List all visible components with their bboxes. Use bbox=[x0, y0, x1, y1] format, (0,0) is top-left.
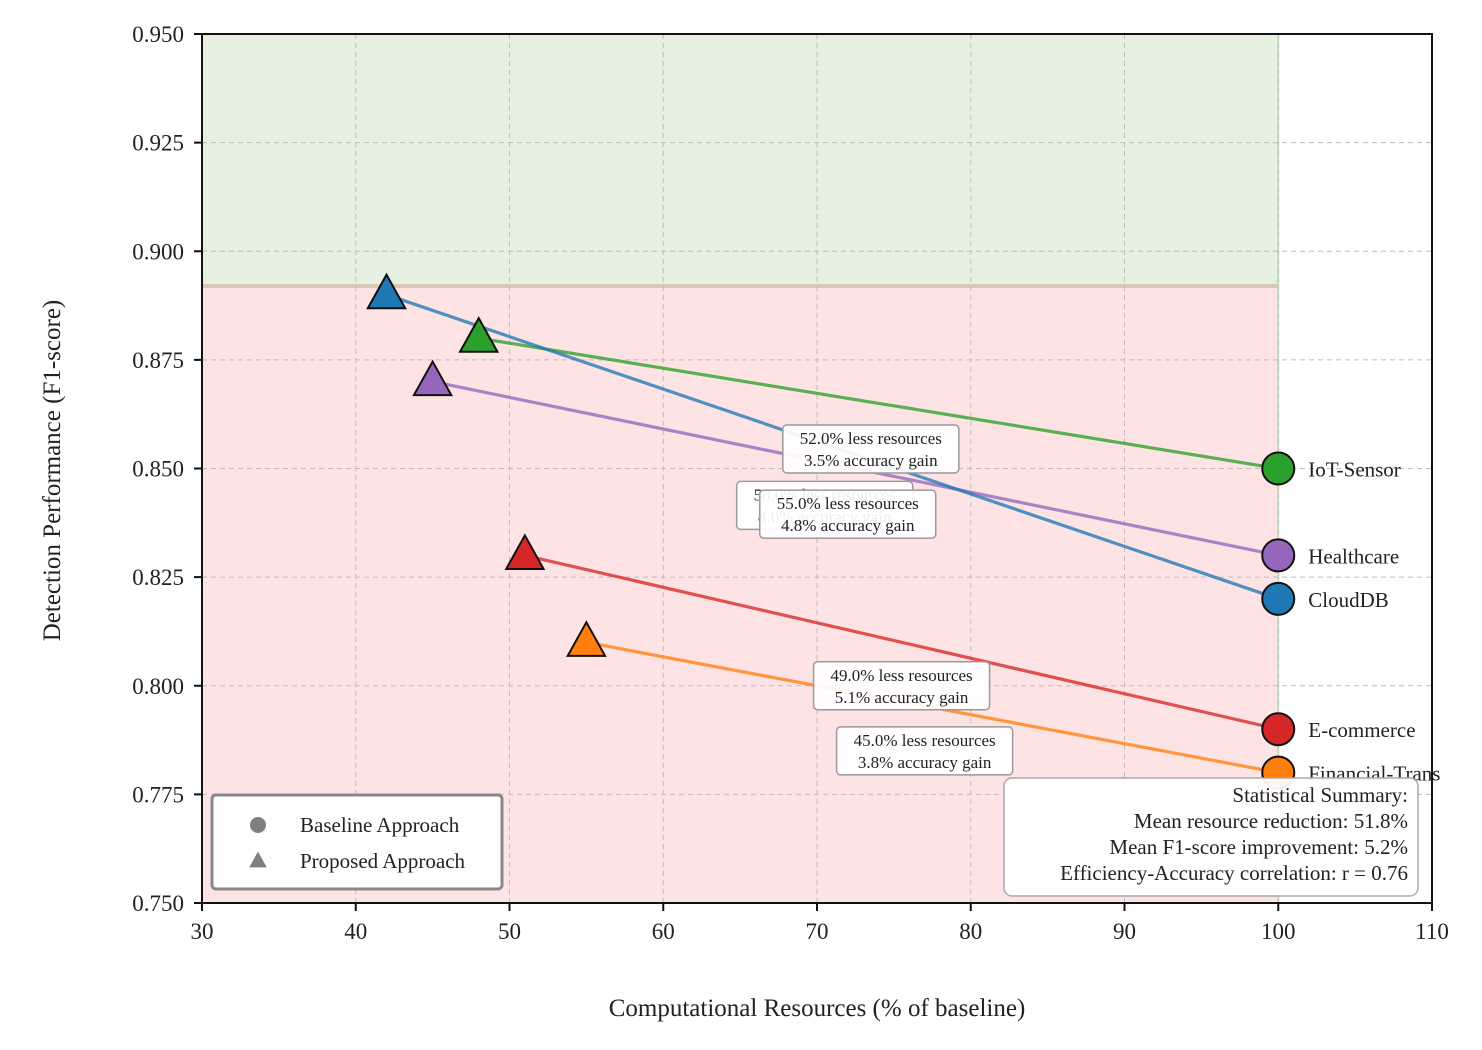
x-tick-label: 80 bbox=[959, 919, 982, 944]
y-axis-label: Detection Performance (F1-score) bbox=[39, 300, 66, 642]
annotation-text: 5.1% accuracy gain bbox=[835, 688, 969, 707]
legend-triangle-marker bbox=[249, 851, 267, 868]
proposed-marker-clouddb bbox=[366, 272, 407, 310]
annotation-box bbox=[759, 489, 937, 539]
series-labels: IoT-SensorHealthcareCloudDBE-commerceFin… bbox=[1308, 458, 1440, 786]
baseline-marker-e-commerce bbox=[1261, 712, 1296, 747]
x-tick-label: 90 bbox=[1113, 919, 1136, 944]
annotation-text: 3.5% accuracy gain bbox=[804, 451, 938, 470]
x-tick-label: 100 bbox=[1261, 919, 1296, 944]
x-axis-label: Computational Resources (% of baseline) bbox=[609, 995, 1026, 1022]
annotation-4: 45.0% less resources 3.8% accuracy gain bbox=[835, 726, 1014, 776]
x-tick-label: 60 bbox=[652, 919, 675, 944]
series-label-clouddb: CloudDB bbox=[1308, 588, 1389, 612]
proposed-marker-healthcare bbox=[412, 359, 454, 397]
y-tick-label: 0.750 bbox=[132, 891, 184, 916]
region-0 bbox=[202, 34, 1279, 287]
baseline-marker-clouddb bbox=[1261, 581, 1296, 616]
stats-line: Mean resource reduction: 51.8% bbox=[1134, 809, 1408, 833]
legend-box bbox=[210, 793, 504, 891]
annotation-text: 52.0% less resources bbox=[800, 429, 942, 448]
annotation-box bbox=[835, 726, 1014, 776]
y-tick-label: 0.950 bbox=[132, 22, 184, 47]
annotation-text: 49.0% less resources bbox=[831, 666, 973, 685]
series-line-iot-sensor bbox=[478, 336, 1279, 471]
y-tick-label: 0.850 bbox=[132, 457, 184, 482]
stats-line: Efficiency-Accuracy correlation: r = 0.7… bbox=[1060, 861, 1408, 885]
series-line-e-commerce bbox=[524, 553, 1279, 731]
y-tick-label: 0.800 bbox=[132, 674, 184, 699]
y-tick-label: 0.775 bbox=[132, 782, 184, 807]
proposed-marker-financial-trans bbox=[565, 620, 607, 657]
proposed-marker-iot-sensor bbox=[458, 316, 500, 353]
axis-ticks: 30 40 50 60 70 80 90 100 110 0.750 0.775 0.800 0.825… bbox=[132, 22, 1449, 944]
x-tick-label: 110 bbox=[1415, 919, 1449, 944]
stats-line: Statistical Summary: bbox=[1232, 783, 1408, 807]
stats-box: Statistical Summary:Mean resource reduct… bbox=[1003, 777, 1419, 897]
legend-label: Proposed Approach bbox=[300, 849, 466, 873]
x-tick-label: 70 bbox=[806, 919, 829, 944]
stats-line: Mean F1-score improvement: 5.2% bbox=[1109, 835, 1408, 859]
proposed-marker-e-commerce bbox=[504, 533, 546, 570]
series-label-iot-sensor: IoT-Sensor bbox=[1308, 458, 1401, 482]
legend: Baseline Approach Proposed Approach bbox=[210, 793, 504, 891]
annotation-text: 4.8% accuracy gain bbox=[781, 516, 915, 535]
y-tick-label: 0.900 bbox=[132, 239, 184, 264]
annotation-text: 3.8% accuracy gain bbox=[858, 753, 992, 772]
annotation-3: 49.0% less resources 5.1% accuracy gain bbox=[812, 661, 991, 711]
y-tick-label: 0.825 bbox=[132, 565, 184, 590]
x-tick-label: 50 bbox=[498, 919, 521, 944]
series-label-e-commerce: E-commerce bbox=[1308, 718, 1415, 742]
x-tick-label: 30 bbox=[191, 919, 214, 944]
annotation-2: 55.0% less resources 4.8% accuracy gain bbox=[759, 489, 937, 539]
legend-label: Baseline Approach bbox=[300, 813, 460, 837]
y-tick-label: 0.925 bbox=[132, 131, 184, 156]
annotation-text: 45.0% less resources bbox=[854, 731, 996, 750]
baseline-marker-iot-sensor bbox=[1261, 451, 1296, 486]
annotation-0: 52.0% less resources 3.5% accuracy gain bbox=[782, 424, 960, 474]
y-tick-label: 0.875 bbox=[132, 348, 184, 373]
annotation-box bbox=[812, 661, 991, 711]
series-label-healthcare: Healthcare bbox=[1308, 544, 1399, 568]
annotation-text: 55.0% less resources bbox=[777, 494, 919, 513]
legend-circle-marker bbox=[250, 817, 266, 833]
x-tick-label: 40 bbox=[344, 919, 367, 944]
baseline-marker-healthcare bbox=[1261, 538, 1296, 573]
shaded-regions bbox=[202, 34, 1280, 903]
stats-box-frame bbox=[1003, 777, 1419, 897]
annotation-box bbox=[782, 424, 960, 474]
